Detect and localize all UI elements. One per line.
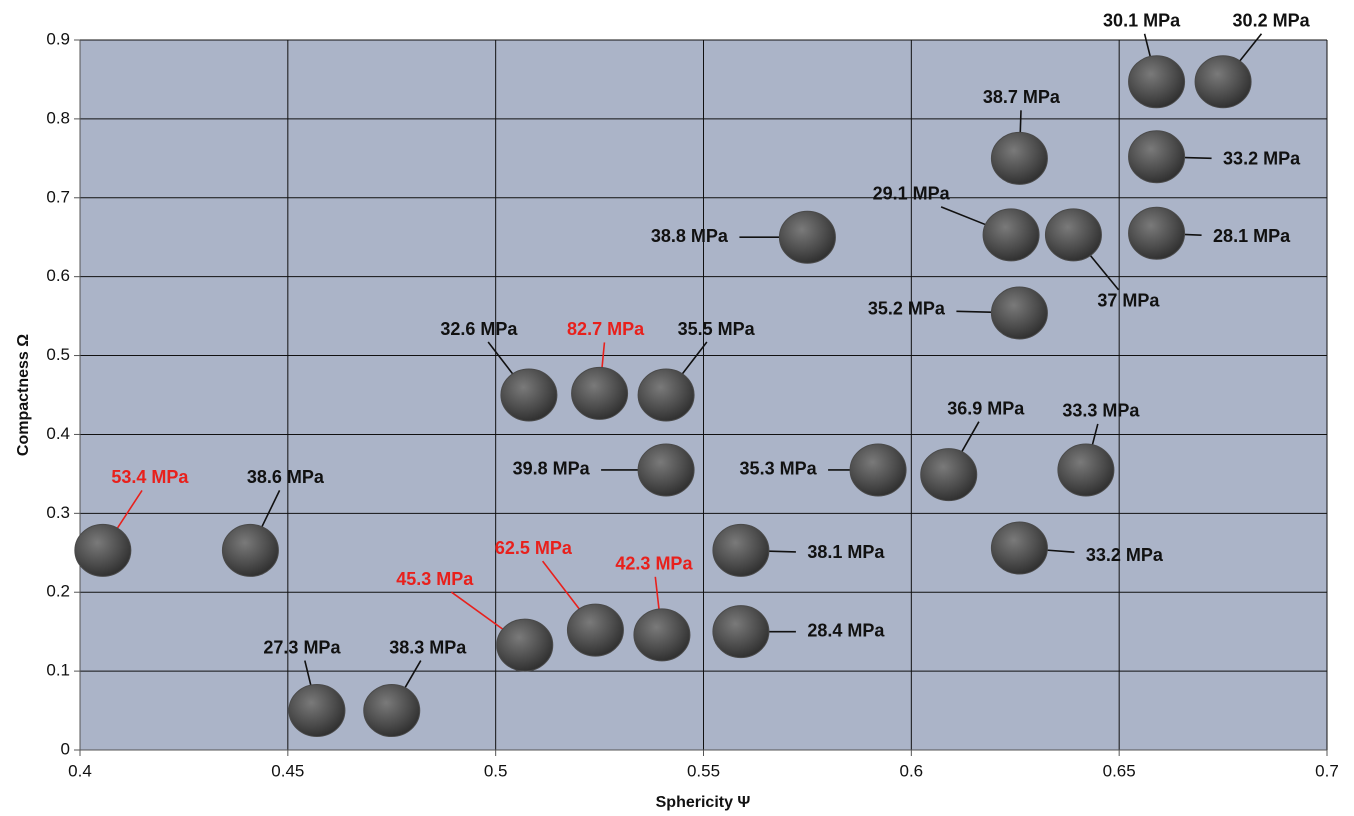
point-label: 35.3 MPa [740,459,818,479]
point-label: 27.3 MPa [263,637,341,657]
particle [991,132,1047,184]
leader-line [1020,110,1021,134]
point-label: 38.3 MPa [389,637,467,657]
point-label: 53.4 MPa [111,467,189,487]
particle [1129,56,1185,108]
particle [501,369,557,421]
point-label: 35.5 MPa [678,319,756,339]
particle [638,444,694,496]
particle [75,524,131,576]
particle [638,369,694,421]
x-axis-title: Sphericity Ψ [656,794,751,811]
y-tick-label: 0.8 [46,108,70,127]
particle [850,444,906,496]
particle [567,604,623,656]
x-tick-label: 0.65 [1103,761,1136,780]
particle [1045,209,1101,261]
y-tick-label: 0.5 [46,345,70,364]
y-tick-label: 0.6 [46,266,70,285]
point-label: 45.3 MPa [396,569,474,589]
x-tick-label: 0.6 [900,761,924,780]
chart: Sphericity Ψ Compactness Ω 0 0.1 0.2 0.3 0.4… [0,0,1354,816]
y-tick-label: 0.1 [46,661,70,680]
particle [222,524,278,576]
point-label: 33.3 MPa [1062,401,1140,421]
leader-line [956,311,995,312]
particle [991,287,1047,339]
particle [1195,56,1251,108]
y-tick-label: 0 [61,739,70,758]
particle [713,606,769,658]
leader-line [765,551,796,552]
particle [1129,207,1185,259]
point-label: 38.7 MPa [983,87,1061,107]
particle [713,524,769,576]
point-label: 62.5 MPa [495,538,573,558]
particle [289,685,345,737]
point-label: 38.8 MPa [651,226,729,246]
point-label: 36.9 MPa [947,398,1025,418]
y-tick-label: 0.2 [46,582,70,601]
point-label: 38.1 MPa [807,542,885,562]
x-tick-label: 0.55 [687,761,720,780]
point-label: 82.7 MPa [567,319,645,339]
point-label: 37 MPa [1097,291,1160,311]
particle [779,211,835,263]
point-label: 30.2 MPa [1233,11,1311,31]
particle [991,522,1047,574]
point-label: 28.4 MPa [807,620,885,640]
y-tick-label: 0.4 [46,424,70,443]
x-tick-label: 0.4 [68,761,92,780]
y-tick-label: 0.7 [46,187,70,206]
point-label: 28.1 MPa [1213,226,1291,246]
x-tick-label: 0.5 [484,761,508,780]
point-label: 42.3 MPa [615,554,693,574]
y-axis-title: Compactness Ω [15,334,32,456]
point-label: 32.6 MPa [440,319,518,339]
point-label: 39.8 MPa [513,459,591,479]
x-tick-label: 0.45 [271,761,304,780]
particle [1129,131,1185,183]
particle [572,367,628,419]
point-label: 33.2 MPa [1223,149,1301,169]
particle [634,609,690,661]
y-tick-label: 0.3 [46,503,70,522]
point-label: 35.2 MPa [868,299,946,319]
particle [921,449,977,501]
point-label: 38.6 MPa [247,467,325,487]
y-tick-label: 0.9 [46,29,70,48]
particle [497,619,553,671]
point-label: 33.2 MPa [1086,545,1164,565]
point-label: 29.1 MPa [873,184,951,204]
leader-line [1181,157,1212,158]
particle [1058,444,1114,496]
particle [364,685,420,737]
particle [983,209,1039,261]
x-tick-label: 0.7 [1315,761,1339,780]
point-label: 30.1 MPa [1103,11,1181,31]
